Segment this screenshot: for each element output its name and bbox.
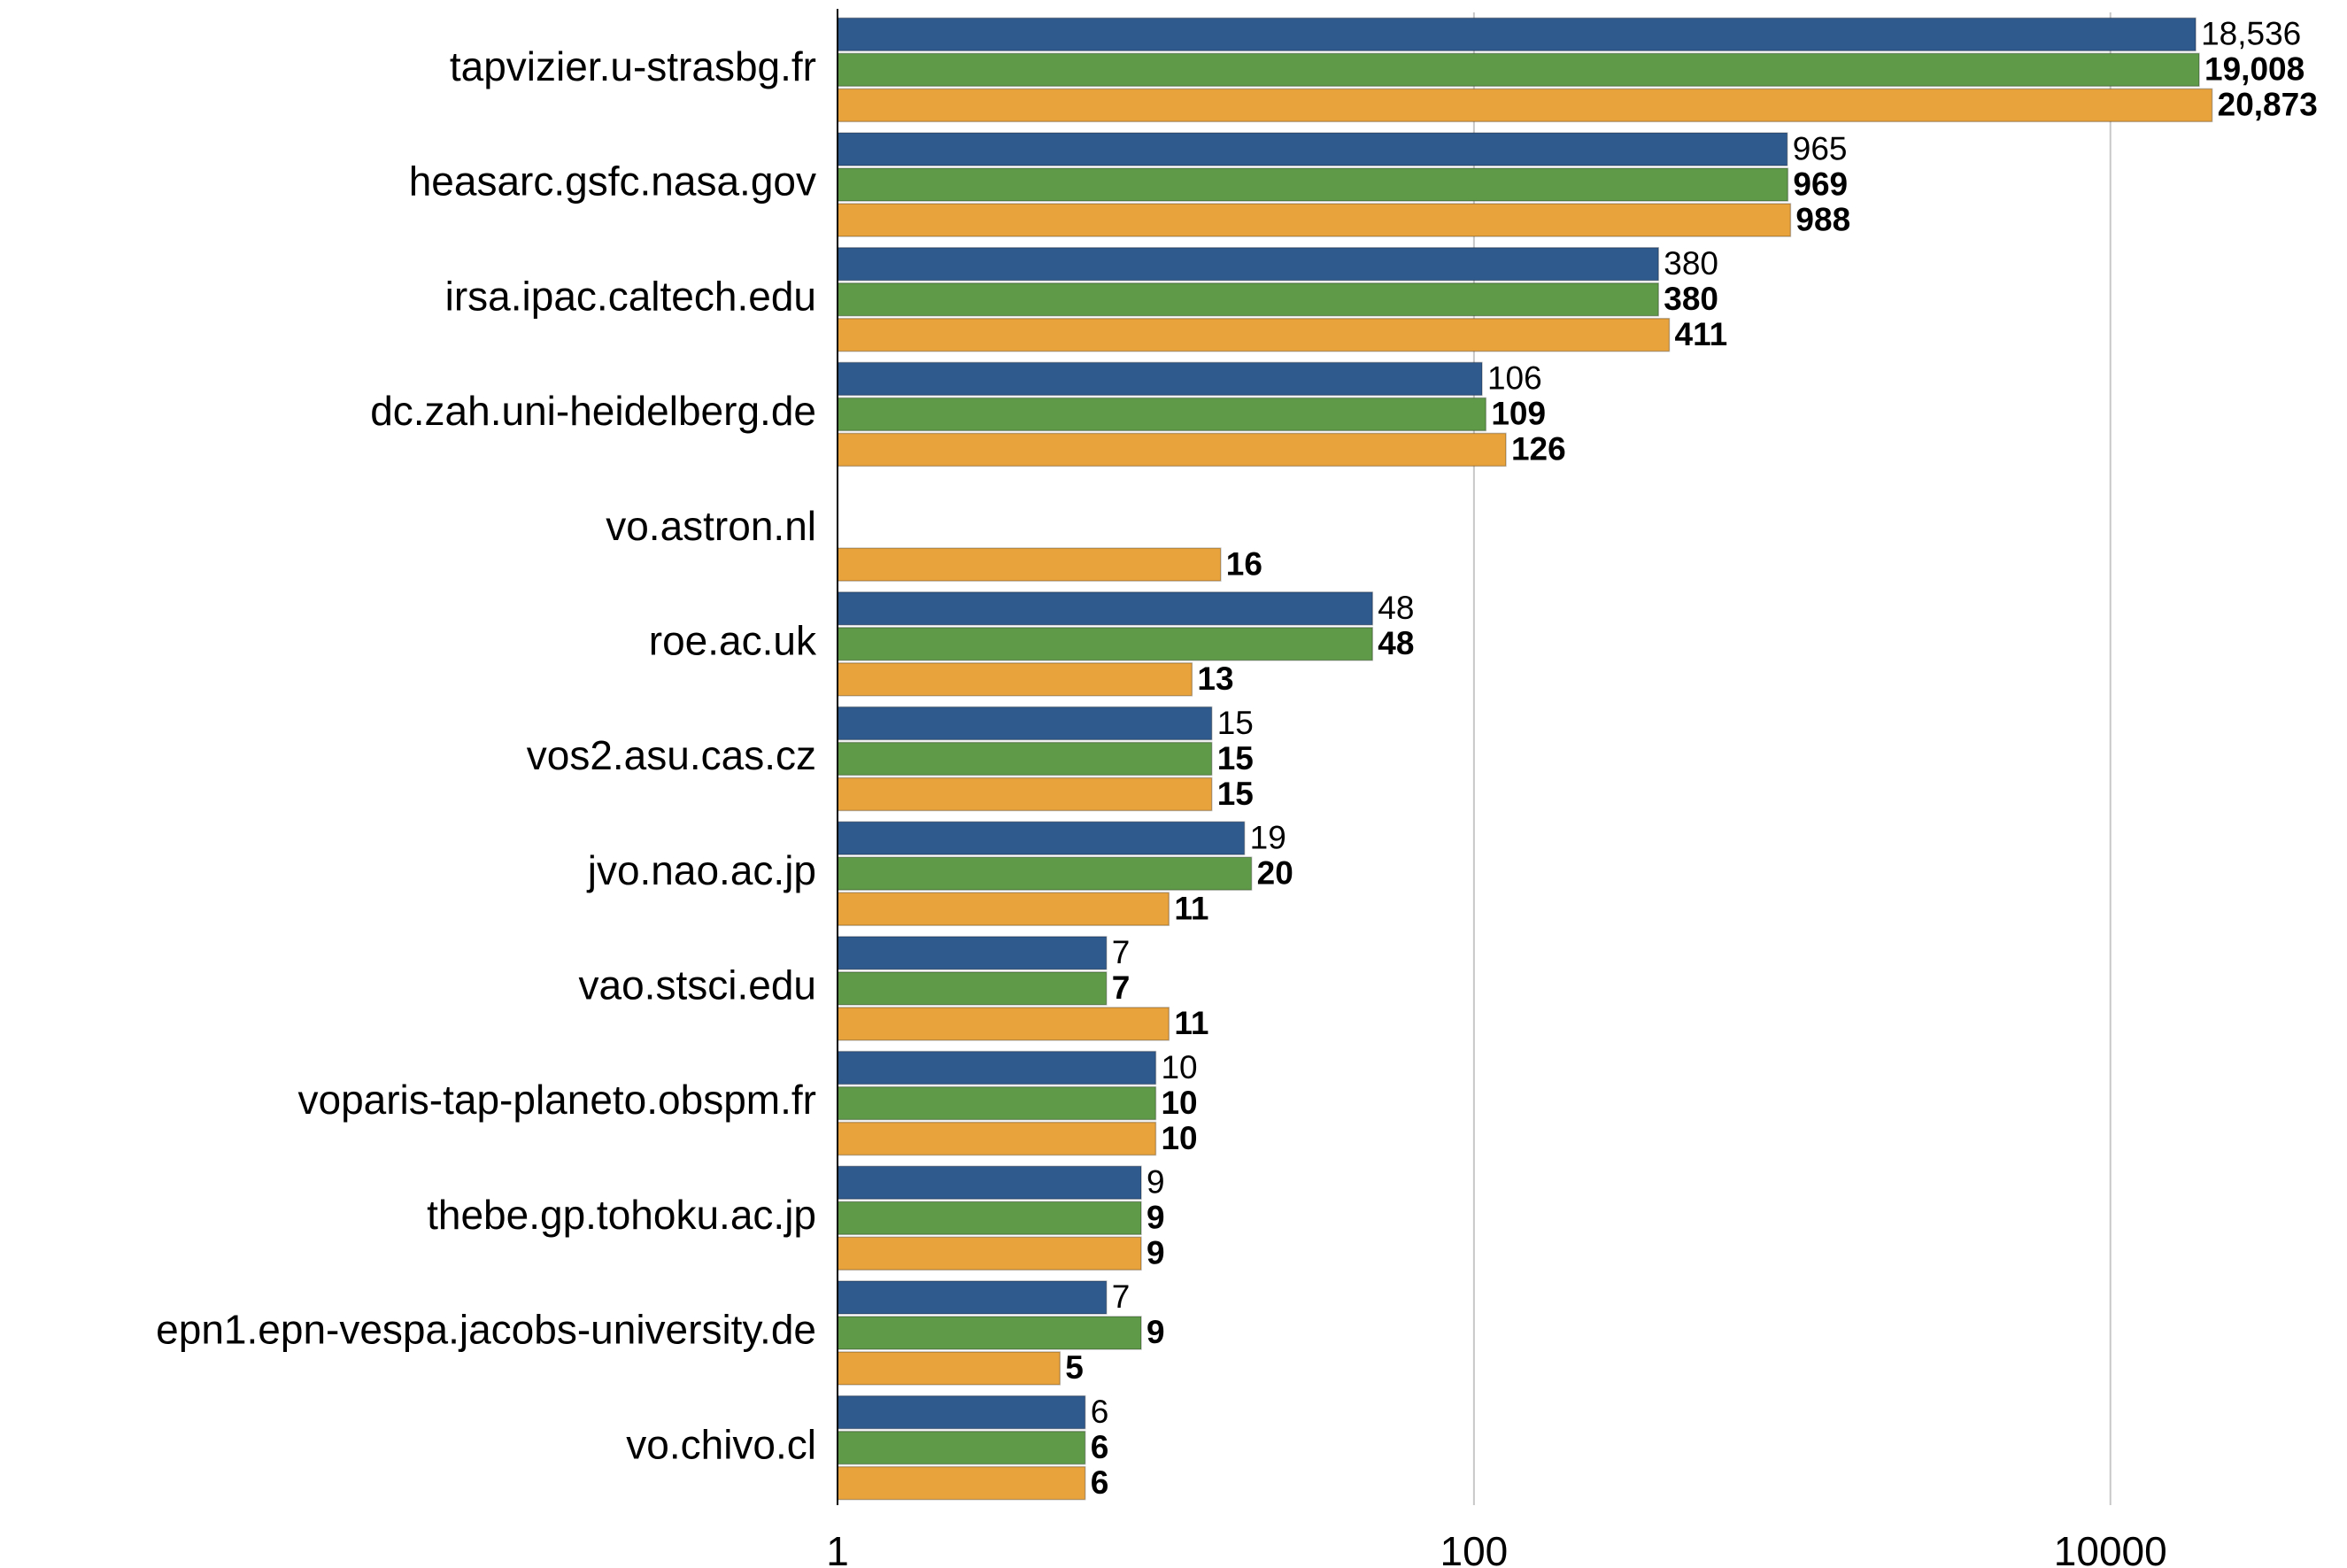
bar (837, 361, 1483, 397)
bar (837, 17, 2196, 52)
value-label: 969 (1793, 166, 1848, 202)
y-tick-label: tapvizier.u-strasbg.fr (450, 43, 816, 89)
bar (837, 397, 1487, 432)
bar (837, 246, 1660, 282)
value-label: 18,536 (2201, 16, 2301, 52)
value-label: 9 (1146, 1314, 1165, 1350)
value-label: 5 (1065, 1349, 1084, 1386)
value-label: 380 (1664, 281, 1718, 317)
value-label: 13 (1197, 660, 1233, 697)
value-label: 15 (1217, 705, 1254, 741)
value-label: 9 (1146, 1200, 1165, 1236)
value-label: 15 (1217, 740, 1254, 776)
y-tick-label: thebe.gp.tohoku.ac.jp (427, 1192, 816, 1238)
x-tick-label: 100 (1440, 1528, 1509, 1568)
bar (837, 1316, 1142, 1350)
value-label: 11 (1174, 890, 1208, 926)
value-label: 9 (1146, 1235, 1165, 1271)
bar (837, 662, 1193, 697)
bar (837, 706, 1213, 741)
value-label: 411 (1675, 316, 1728, 352)
bar (837, 856, 1253, 891)
bar (837, 821, 1246, 855)
value-label: 10 (1161, 1120, 1197, 1156)
value-label: 988 (1795, 201, 1850, 237)
value-label: 20 (1257, 854, 1293, 891)
value-label: 48 (1378, 625, 1414, 661)
value-label: 965 (1793, 130, 1848, 166)
y-tick-label: voparis-tap-planeto.obspm.fr (297, 1077, 816, 1123)
bar (837, 936, 1108, 970)
value-label: 20,873 (2218, 87, 2318, 123)
bar (837, 52, 2200, 88)
value-label: 7 (1112, 934, 1131, 970)
value-label: 6 (1091, 1464, 1109, 1501)
value-label: 6 (1091, 1429, 1109, 1465)
value-label: 9 (1146, 1164, 1165, 1201)
value-label: 10 (1161, 1049, 1197, 1085)
value-label: 15 (1217, 776, 1254, 812)
value-label: 106 (1487, 360, 1542, 397)
value-label: 7 (1112, 969, 1131, 1006)
y-tick-label: jvo.nao.ac.jp (586, 847, 816, 893)
value-label: 10 (1161, 1085, 1197, 1121)
bar (837, 627, 1374, 661)
bar (837, 203, 1792, 237)
bar (837, 1236, 1142, 1271)
bar (837, 892, 1170, 926)
value-label: 126 (1511, 431, 1566, 467)
bar (837, 1280, 1108, 1315)
value-label: 16 (1226, 545, 1262, 582)
y-tick-label: roe.ac.uk (649, 617, 817, 663)
bar (837, 776, 1213, 812)
value-label: 19 (1250, 819, 1286, 855)
bar (837, 741, 1213, 776)
value-label: 19,008 (2204, 51, 2305, 88)
value-label: 109 (1491, 396, 1546, 432)
y-tick-label: heasarc.gsfc.nasa.gov (409, 158, 816, 205)
value-label: 7 (1112, 1278, 1131, 1315)
y-tick-label: vo.chivo.cl (626, 1421, 816, 1467)
bar (837, 282, 1660, 317)
bar (837, 1085, 1157, 1121)
bar (837, 1465, 1086, 1501)
bar (837, 1430, 1086, 1465)
value-label: 380 (1664, 245, 1718, 282)
bar (837, 88, 2213, 123)
bar (837, 132, 1788, 166)
bar (837, 1394, 1086, 1430)
y-tick-label: vo.astron.nl (606, 503, 816, 549)
y-tick-label: vao.stsci.edu (579, 962, 816, 1008)
x-tick-label: 10000 (2054, 1528, 2167, 1568)
x-tick-label: 1 (826, 1528, 849, 1568)
y-tick-label: dc.zah.uni-heidelberg.de (370, 388, 816, 434)
bar (837, 1351, 1061, 1386)
bar (837, 1007, 1170, 1041)
value-label: 48 (1378, 590, 1414, 626)
bar (837, 591, 1374, 626)
value-label: 6 (1091, 1394, 1109, 1430)
bar (837, 1121, 1157, 1156)
bar (837, 1050, 1157, 1085)
bar (837, 432, 1507, 467)
y-tick-label: irsa.ipac.caltech.edu (445, 273, 816, 319)
value-label: 11 (1174, 1005, 1208, 1041)
bar (837, 317, 1671, 352)
y-tick-label: epn1.epn-vespa.jacobs-university.de (156, 1307, 816, 1353)
bar (837, 1165, 1142, 1201)
bar (837, 547, 1222, 582)
bar (837, 167, 1789, 202)
bar (837, 971, 1108, 1006)
bar (837, 1201, 1142, 1236)
y-tick-label: vos2.asu.cas.cz (527, 732, 816, 778)
